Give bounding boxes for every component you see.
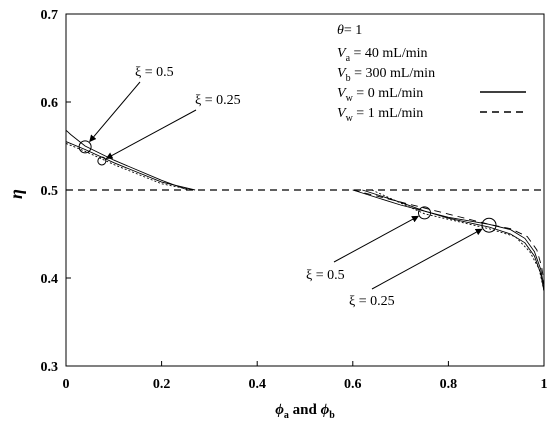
- annotation-arrow: [371, 228, 483, 290]
- series-line-3: [65, 142, 193, 191]
- param-vb-value: = 300 mL/min: [351, 66, 436, 81]
- annotation-label: ξ = 0.25: [195, 93, 241, 108]
- phi-a-symbol: ϕ: [275, 402, 284, 418]
- y-tick-label: 0.6: [41, 96, 59, 111]
- series-line-5: [362, 189, 545, 292]
- param-vb: Vb = 300 mL/min: [337, 66, 435, 84]
- annotation-marker: [418, 206, 431, 220]
- annotation-arrow: [89, 81, 141, 143]
- param-va-value: = 40 mL/min: [350, 46, 428, 61]
- y-tick-label: 0.5: [41, 184, 59, 199]
- x-tick-label: 0.6: [344, 377, 362, 392]
- annotation-arrow: [333, 215, 419, 263]
- annotation-label: ξ = 0.25: [349, 294, 395, 309]
- annotation-marker: [97, 156, 107, 166]
- phi-b-symbol: ϕ: [321, 402, 330, 418]
- series-line-6: [371, 189, 545, 292]
- phi-b-subscript: b: [329, 410, 335, 421]
- param-va: Va = 40 mL/min: [337, 46, 428, 64]
- x-tick-label: 0.2: [153, 377, 171, 392]
- series-layer: [65, 129, 545, 292]
- legend: Vw = 0 mL/min Vw = 1 mL/min: [337, 86, 526, 124]
- annotation-label: ξ = 0.5: [135, 65, 174, 80]
- series-line-1: [65, 129, 189, 191]
- x-axis-and: and: [289, 402, 321, 418]
- x-tick-label: 0.4: [248, 377, 266, 392]
- annotation-marker: [481, 217, 497, 233]
- legend-label-1: Vw = 1 mL/min: [337, 106, 423, 124]
- y-tick-label: 0.4: [41, 272, 59, 287]
- x-tick-label: 1: [541, 377, 548, 392]
- annotation-layer: ξ = 0.5 ξ = 0.25 ξ = 0.5 ξ = 0.25: [78, 65, 497, 309]
- x-tick-label: 0: [63, 377, 70, 392]
- series-line-4: [352, 189, 545, 287]
- annotation-marker: [78, 140, 92, 154]
- tick-layer: 0 0.2 0.4 0.6 0.8 1 0.3 0.4 0.5 0.6 0.7: [41, 8, 548, 392]
- x-axis-label: ϕa and ϕb: [275, 402, 335, 421]
- x-tick-label: 0.8: [440, 377, 458, 392]
- legend-label-0: Vw = 0 mL/min: [337, 86, 423, 104]
- y-tick-label: 0.7: [41, 8, 59, 23]
- series-line-7: [352, 189, 545, 283]
- phi-a-subscript: a: [284, 410, 289, 421]
- y-tick-label: 0.3: [41, 360, 59, 375]
- param-theta: θ= 1: [337, 23, 362, 38]
- annotation-label: ξ = 0.5: [306, 268, 345, 283]
- y-axis-label: η: [6, 189, 26, 199]
- param-theta-value: = 1: [344, 23, 362, 38]
- annotation-arrow: [105, 109, 197, 160]
